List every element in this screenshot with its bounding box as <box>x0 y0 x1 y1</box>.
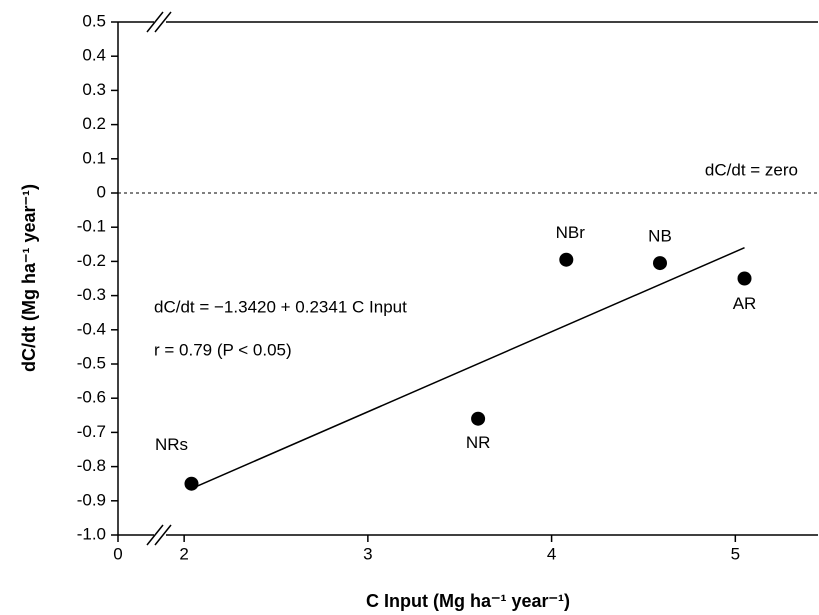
y-tick-label: -0.7 <box>77 422 106 441</box>
axis-break-mark <box>154 11 172 33</box>
axis-break-mark <box>146 524 164 546</box>
x-tick-label: 4 <box>547 544 556 563</box>
annotation: dC/dt = −1.3420 + 0.2341 C Input <box>154 297 407 316</box>
x-tick-label: 0 <box>113 544 122 563</box>
y-tick-label: -0.1 <box>77 217 106 236</box>
y-tick-label: -0.9 <box>77 490 106 509</box>
y-tick-label: -0.3 <box>77 285 106 304</box>
x-tick-label: 3 <box>363 544 372 563</box>
y-tick-label: 0.4 <box>82 46 106 65</box>
axis-break-gap <box>154 532 166 538</box>
point-label: NR <box>466 433 491 452</box>
point-label: NB <box>648 227 672 246</box>
point <box>559 252 574 267</box>
x-axis-label: C Input (Mg ha⁻¹ year⁻¹) <box>366 591 570 611</box>
y-tick-label: -0.4 <box>77 319 106 338</box>
y-tick-label: -1.0 <box>77 524 106 543</box>
y-tick-label: -0.8 <box>77 456 106 475</box>
y-axis-label: dC/dt (Mg ha⁻¹ year⁻¹) <box>19 184 39 372</box>
point <box>652 256 667 271</box>
y-tick-label: 0.1 <box>82 148 106 167</box>
point <box>184 476 199 491</box>
point-label: NRs <box>155 435 188 454</box>
y-tick-label: 0.5 <box>82 11 106 30</box>
point <box>471 411 486 426</box>
y-tick-label: 0 <box>97 182 106 201</box>
y-tick-label: 0.3 <box>82 80 106 99</box>
y-tick-label: -0.5 <box>77 353 106 372</box>
point-label: NBr <box>556 223 586 242</box>
axis-break-mark <box>154 524 172 546</box>
x-tick-label: 5 <box>731 544 740 563</box>
reference-label: dC/dt = zero <box>705 160 798 179</box>
point <box>737 271 752 286</box>
annotation: r = 0.79 (P < 0.05) <box>154 340 292 359</box>
x-tick-label: 2 <box>179 544 188 563</box>
fit-line <box>193 247 745 489</box>
y-tick-label: 0.2 <box>82 114 106 133</box>
axis-break-gap <box>154 19 166 25</box>
point-label: AR <box>733 294 757 313</box>
axis-break-mark <box>146 11 164 33</box>
y-tick-label: -0.2 <box>77 251 106 270</box>
y-tick-label: -0.6 <box>77 388 106 407</box>
